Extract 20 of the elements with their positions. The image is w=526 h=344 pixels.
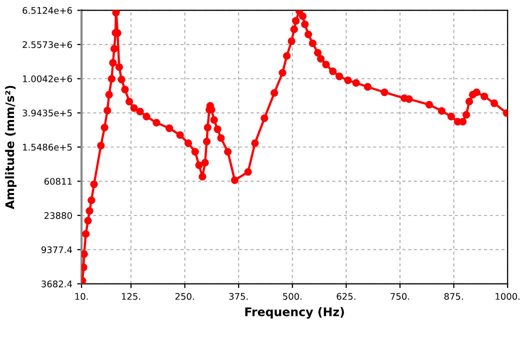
y-tick-label: 60811 (44, 178, 72, 185)
x-tick-label: 875. (444, 292, 463, 300)
y-tick-label: 3682.4 (42, 280, 72, 288)
x-tick-label: 250. (175, 292, 194, 300)
x-axis-title: Frequency (Hz) (245, 307, 344, 319)
x-tick-label: 125. (122, 292, 140, 300)
x-tick-label: 625. (336, 292, 356, 300)
y-tick-label: 1.5486e+5 (23, 144, 72, 151)
x-tick-label: 500. (283, 292, 302, 300)
x-tick-label: 750. (390, 292, 410, 300)
x-tick-label: 375. (229, 292, 248, 300)
y-tick-label: 3.9435e+5 (22, 110, 72, 116)
y-tick-label: 1.0042e+6 (23, 75, 72, 82)
y-axis-title: Amplitude (mm/s²) (5, 86, 16, 210)
y-tick-label: 2.5573e+6 (22, 41, 72, 48)
x-tick-label: 1000. (496, 292, 520, 300)
y-tick-label: 9377.4 (41, 246, 72, 254)
y-tick-label: 6.5124e+6 (22, 7, 72, 14)
x-tick-label: 10. (75, 292, 88, 300)
y-tick-label: 23880 (44, 212, 72, 219)
